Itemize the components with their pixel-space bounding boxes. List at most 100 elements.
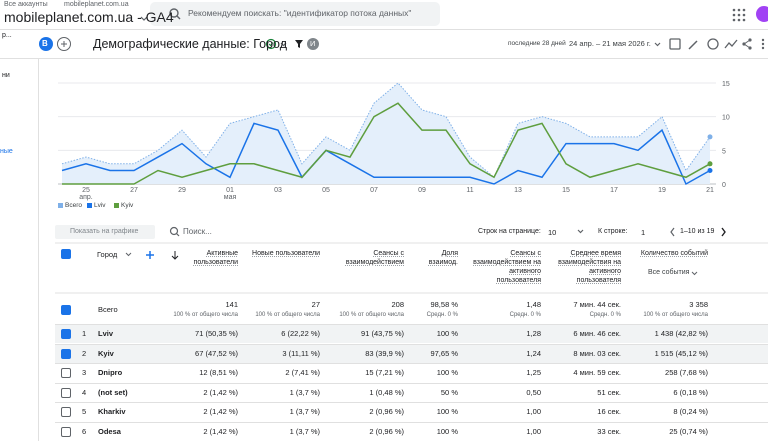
- x-tick-label: 27: [130, 187, 138, 194]
- cell: 51 сек.: [597, 387, 621, 397]
- checkbox: [61, 407, 71, 418]
- cell: 50 %: [440, 387, 458, 397]
- cell: 6 мин. 46 сек.: [573, 329, 621, 338]
- column-header: Сеансы с взаимодействием на активного по…: [473, 250, 541, 284]
- total-value: 208: [391, 300, 404, 309]
- cell: 1 515 (45,12 %): [654, 348, 708, 358]
- y-tick-label: 15: [722, 81, 730, 88]
- search-box[interactable]: [150, 2, 440, 26]
- cell: 4 мин. 59 сек.: [573, 368, 621, 378]
- cell: 97,65 %: [430, 348, 458, 358]
- x-tick-label: 03: [274, 187, 282, 194]
- area: [62, 83, 710, 184]
- column-header: Доля взаимод.: [428, 250, 458, 266]
- city: Kharkiv: [98, 407, 126, 417]
- cell: 15 (7,21 %): [365, 368, 404, 378]
- row-line: [55, 363, 768, 365]
- cell: 1 438 (42,82 %): [654, 329, 708, 338]
- checkbox: [61, 329, 71, 339]
- line: [61, 122, 711, 186]
- cell: 16 сек.: [597, 407, 621, 417]
- column-header: Сеансы с взаимодействием: [345, 250, 404, 266]
- row-index: 5: [82, 407, 87, 417]
- total-value: 7 мин. 44 сек.: [573, 300, 621, 309]
- total-note: Средн. 0 %: [509, 312, 541, 318]
- city: Lviv: [98, 329, 114, 338]
- cell: 100 %: [436, 407, 458, 417]
- column-header: Активные пользователи: [193, 250, 238, 266]
- cell: 1,24: [526, 348, 541, 358]
- cell: 6 (0,18 %): [673, 387, 708, 397]
- checkbox: [61, 427, 71, 437]
- legend-label: Lviv: [94, 202, 106, 209]
- cell: 1 (3,7 %): [289, 387, 320, 397]
- x-tick-label: 01 мая: [223, 187, 237, 201]
- x-tick-label: 05: [322, 187, 330, 194]
- checkbox: [61, 249, 71, 259]
- checkbox: [61, 348, 71, 359]
- rows-per-page-label: Строк на странице:: [478, 228, 541, 235]
- total-value: 27: [311, 300, 320, 309]
- cell: 1,00: [526, 427, 541, 436]
- column-header: Среднее время взаимодействия на активног…: [558, 250, 621, 284]
- total-note: Средн. 0 %: [589, 312, 621, 318]
- last-point: [707, 161, 713, 167]
- cell: 12 (8,51 %): [199, 368, 238, 378]
- legend-label: Kyiv: [121, 202, 134, 209]
- cell: 100 %: [436, 427, 458, 436]
- cell: 71 (50,35 %): [195, 329, 238, 338]
- city: (not set): [98, 387, 128, 397]
- x-tick-label: 19: [658, 187, 666, 194]
- show-on-chart-button[interactable]: [55, 225, 155, 239]
- x-tick-label: 25 апр.: [79, 187, 93, 201]
- x-tick-label: 07: [370, 187, 378, 194]
- row-index: 1: [82, 329, 87, 338]
- cell: 2 (0,96 %): [369, 407, 404, 417]
- checkbox: [61, 305, 71, 315]
- city: Kyiv: [98, 348, 114, 358]
- checkbox: [61, 368, 71, 379]
- x-tick-label: 09: [418, 187, 426, 194]
- show-on-chart: Показать на графике: [70, 228, 139, 235]
- breadcrumb: mobileplanet.com.ua: [64, 1, 129, 8]
- avatar: И: [310, 39, 316, 48]
- total-value: 141: [225, 300, 238, 309]
- total-note: 100 % от общего числа: [643, 312, 708, 318]
- checkbox: [61, 387, 71, 398]
- sidebar-item: ные: [0, 148, 13, 155]
- cell: 2 (1,42 %): [203, 427, 238, 436]
- cell: 258 (7,68 %): [665, 368, 708, 378]
- cell: 1 (0,48 %): [369, 387, 404, 397]
- pagination: 1–10 из 19: [680, 228, 715, 235]
- y-tick-label: 10: [722, 115, 730, 122]
- x-tick-label: 15: [562, 187, 570, 194]
- column-header: Количество событий: [640, 250, 708, 257]
- cell: 2 (1,42 %): [203, 407, 238, 417]
- search-placeholder: Рекомендуем поискать: "идентификатор пот…: [188, 8, 412, 18]
- row-line: [55, 324, 768, 325]
- x-tick-label: 13: [514, 187, 522, 194]
- y-tick-label: 5: [722, 148, 726, 155]
- cell: 2 (7,41 %): [285, 368, 320, 378]
- sidebar-item: р...: [2, 32, 12, 39]
- row-highlight: [55, 343, 768, 363]
- cell: 3 (11,11 %): [282, 348, 320, 358]
- legend-swatch: [58, 203, 63, 208]
- line: [62, 102, 711, 185]
- legend-swatch: [87, 203, 92, 208]
- dimension: Город: [97, 250, 118, 259]
- city: Dnipro: [98, 368, 123, 378]
- cell: 8 (0,24 %): [673, 407, 708, 417]
- total-note: 100 % от общего числа: [173, 312, 238, 318]
- total-note: Средн. 0 %: [426, 312, 458, 318]
- cell: 1 (3,7 %): [289, 407, 320, 417]
- cell: 0,50: [526, 387, 541, 397]
- legend-label: Всего: [65, 202, 83, 209]
- row-index: 6: [82, 427, 87, 436]
- total-value: 3 358: [689, 300, 708, 309]
- goto-label: К строке:: [598, 228, 628, 235]
- x-tick-label: 29: [178, 187, 186, 194]
